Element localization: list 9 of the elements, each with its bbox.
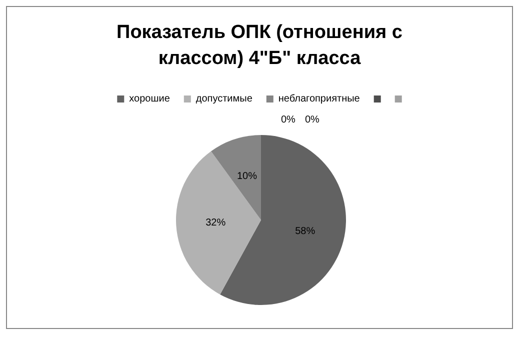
legend-label: хорошие bbox=[129, 94, 170, 104]
text: 0% bbox=[281, 114, 296, 126]
legend-label: неблагоприятные bbox=[278, 94, 360, 104]
data-label: 32% bbox=[206, 217, 226, 228]
chart-title: Показатель ОПК (отношения с классом) 4"Б" класса bbox=[116, 21, 404, 71]
legend-label: допустимые bbox=[196, 94, 253, 104]
text: 0% bbox=[305, 114, 320, 126]
data-label: 58% bbox=[295, 226, 316, 237]
data-label: 10% bbox=[236, 171, 258, 182]
